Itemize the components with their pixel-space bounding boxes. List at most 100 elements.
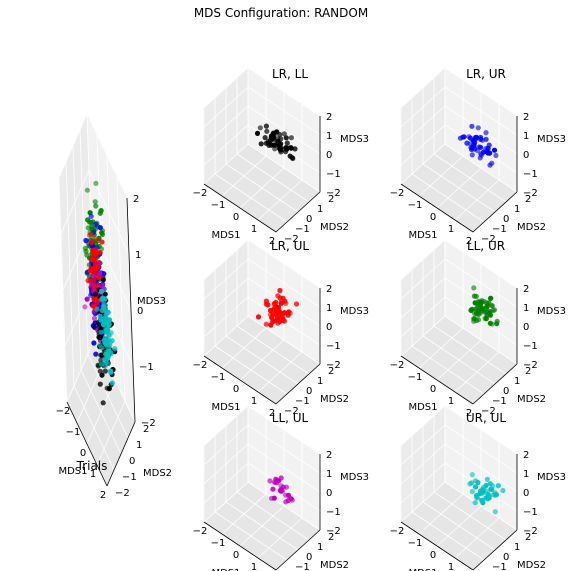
y-tick-label: 0 xyxy=(503,386,509,397)
y-tick-label: 1 xyxy=(317,204,323,215)
data-point xyxy=(258,141,264,147)
data-point xyxy=(112,346,118,352)
data-point xyxy=(480,500,486,506)
x-axis-label: MDS1 xyxy=(211,230,240,241)
data-point xyxy=(494,318,500,324)
y-tick-label: 0 xyxy=(306,214,312,225)
z-axis-line xyxy=(126,197,136,423)
data-point xyxy=(277,287,283,294)
data-point xyxy=(487,309,493,315)
data-point xyxy=(469,488,475,495)
data-point xyxy=(98,357,104,363)
z-axis-label: MDS3 xyxy=(137,296,166,307)
y-tick-label: −1 xyxy=(492,224,507,235)
data-point xyxy=(263,123,269,129)
data-point xyxy=(91,323,97,330)
x-axis-line xyxy=(203,355,277,405)
x-axis-line xyxy=(66,401,108,487)
y-tick-label: 0 xyxy=(129,456,135,467)
data-point xyxy=(109,380,115,386)
z-axis-label: MDS3 xyxy=(537,472,566,483)
data-point xyxy=(281,310,288,316)
data-point xyxy=(92,291,98,297)
data-point xyxy=(473,494,480,500)
data-point xyxy=(262,135,268,141)
x-tick-label: 0 xyxy=(80,448,86,459)
x-axis-label: MDS1 xyxy=(211,568,240,571)
subplot-title: LL, UR xyxy=(467,239,505,253)
x-axis-line xyxy=(400,521,474,571)
data-point xyxy=(100,400,106,406)
subplot-title: LR, LL xyxy=(272,67,308,81)
data-point xyxy=(475,298,481,304)
data-point xyxy=(93,180,99,186)
data-point xyxy=(99,231,105,237)
data-point xyxy=(268,307,274,314)
z-tick-label: −2 xyxy=(326,526,341,537)
x-tick-label: 0 xyxy=(430,550,436,561)
data-point xyxy=(487,162,493,168)
x-tick-label: 0 xyxy=(233,384,239,395)
data-point xyxy=(98,288,105,294)
x-tick-label: 2 xyxy=(269,236,275,247)
data-point xyxy=(287,153,293,159)
z-tick-label: 0 xyxy=(137,306,143,317)
data-point xyxy=(278,488,284,494)
data-point xyxy=(102,328,108,335)
y-tick-label: −2 xyxy=(481,406,496,417)
z-tick-label: 2 xyxy=(326,284,332,295)
x-tick-label: −2 xyxy=(390,188,405,199)
y-axis-label: MDS2 xyxy=(517,222,546,233)
data-point xyxy=(84,296,90,302)
x-axis-label: MDS1 xyxy=(408,402,437,413)
data-point xyxy=(493,492,499,498)
data-point xyxy=(83,238,90,244)
y-tick-label: −2 xyxy=(284,406,299,417)
x-tick-label: −1 xyxy=(66,427,81,438)
data-point xyxy=(276,304,282,311)
z-axis-label: MDS3 xyxy=(340,306,369,317)
y-tick-label: −2 xyxy=(284,234,299,245)
z-tick-label: −1 xyxy=(523,507,538,518)
data-point xyxy=(283,135,289,141)
data-point xyxy=(473,293,479,299)
subplot-3d: −2−2−2−1−1−1000111222MDS1MDS2MDS3UR, UL xyxy=(390,405,566,571)
y-tick-label: 0 xyxy=(503,552,509,563)
x-axis-line xyxy=(203,183,277,233)
y-tick-label: 1 xyxy=(514,204,520,215)
z-tick-label: −1 xyxy=(326,507,341,518)
x-tick-label: 2 xyxy=(269,408,275,419)
y-tick-label: 2 xyxy=(328,532,334,543)
data-point xyxy=(271,142,277,148)
z-tick-label: 1 xyxy=(326,131,332,142)
data-point xyxy=(104,352,111,358)
data-point xyxy=(471,285,477,291)
y-tick-label: −1 xyxy=(122,472,137,483)
data-point xyxy=(98,345,105,351)
data-point xyxy=(478,136,484,142)
data-point xyxy=(91,315,98,321)
data-point xyxy=(492,509,498,515)
data-point xyxy=(486,492,492,498)
subplot-title: LR, UL xyxy=(271,239,309,253)
data-point xyxy=(255,314,262,320)
data-point xyxy=(92,256,98,262)
data-point xyxy=(92,261,99,267)
data-point xyxy=(102,339,108,346)
data-point xyxy=(270,486,276,492)
data-point xyxy=(108,330,114,336)
y-axis-line xyxy=(275,363,321,405)
data-point xyxy=(86,219,93,225)
data-point xyxy=(104,385,110,391)
data-point xyxy=(271,495,277,501)
data-point xyxy=(92,265,98,271)
data-point xyxy=(484,476,490,482)
z-tick-label: 1 xyxy=(326,303,332,314)
z-tick-label: 0 xyxy=(326,488,332,499)
data-point xyxy=(91,340,97,346)
y-axis-label: MDS2 xyxy=(143,468,172,479)
data-point xyxy=(100,283,106,289)
data-point xyxy=(469,472,475,478)
